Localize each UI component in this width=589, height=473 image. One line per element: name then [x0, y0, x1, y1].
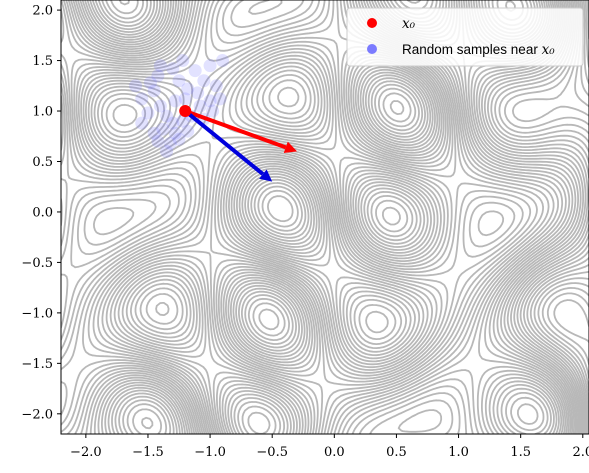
- x-tick-label-6: 1.0: [448, 445, 469, 460]
- sample-point-28: [216, 54, 229, 67]
- x0-marker-layer: [179, 105, 191, 117]
- sample-point-26: [189, 64, 202, 77]
- x-tick-label-3: −0.5: [256, 445, 288, 460]
- sample-point-30: [129, 79, 142, 92]
- sample-point-27: [204, 59, 217, 72]
- x-tick-label-8: 2.0: [572, 445, 589, 460]
- y-tick-label-1: 1.5: [32, 54, 53, 69]
- y-tick-label-8: −2.0: [21, 407, 53, 422]
- y-tick-label-5: −0.5: [21, 256, 53, 271]
- legend-x0-label: x₀: [402, 16, 416, 32]
- sample-point-35: [148, 127, 161, 140]
- y-tick-label-6: −1.0: [21, 306, 53, 321]
- sample-point-6: [191, 86, 204, 99]
- legend-samples-label: Random samples near x₀: [402, 42, 555, 58]
- y-tick-label-4: 0.0: [32, 205, 53, 220]
- y-tick-label-7: −1.5: [21, 357, 53, 372]
- sample-point-31: [176, 54, 189, 67]
- x-tick-label-7: 1.5: [510, 445, 531, 460]
- y-axis: 2.0 1.5 1.0 0.5 0.0 −0.5 −1.0 −1.5 −2.0: [21, 4, 61, 423]
- contour-level-0: [268, 196, 293, 221]
- sample-point-23: [160, 145, 173, 158]
- sample-point-33: [206, 105, 219, 118]
- sample-point-17: [214, 92, 227, 105]
- sample-point-34: [135, 117, 148, 130]
- x-tick-label-5: 0.5: [386, 445, 407, 460]
- y-tick-label-0: 2.0: [32, 4, 53, 19]
- x-tick-label-1: −1.5: [132, 445, 164, 460]
- legend-samples-marker: [367, 44, 377, 54]
- sample-point-19: [179, 92, 192, 105]
- sample-point-7: [197, 74, 210, 87]
- legend: x₀ Random samples near x₀: [347, 8, 583, 66]
- legend-x0-marker: [367, 18, 377, 28]
- x-tick-label-2: −1.0: [194, 445, 226, 460]
- x-axis: −2.0 −1.5 −1.0 −0.5 0.0 0.5 1.0 1.5 2.0: [70, 434, 589, 460]
- y-tick-label-2: 1.0: [32, 105, 53, 120]
- x-tick-label-4: 0.0: [324, 445, 345, 460]
- sample-point-37: [173, 133, 186, 146]
- sample-point-0: [135, 92, 148, 105]
- y-tick-label-3: 0.5: [32, 155, 53, 170]
- contour-level-46: [554, 300, 589, 342]
- sample-point-29: [144, 76, 157, 89]
- x0-point: [179, 105, 191, 117]
- sample-point-32: [154, 59, 167, 72]
- sample-point-8: [210, 79, 223, 92]
- x-tick-label-0: −2.0: [70, 445, 102, 460]
